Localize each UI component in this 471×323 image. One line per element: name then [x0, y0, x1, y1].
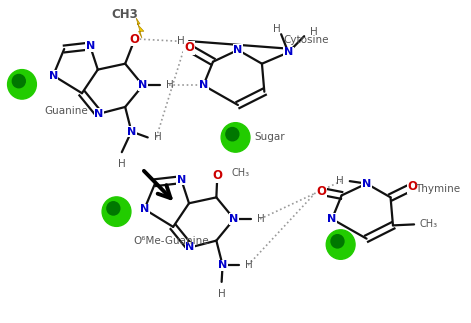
Text: Cytosine: Cytosine [284, 35, 329, 45]
Circle shape [102, 197, 131, 226]
Text: CH₃: CH₃ [420, 219, 438, 229]
Text: N: N [284, 47, 293, 57]
Text: H: H [218, 289, 226, 299]
Circle shape [226, 128, 239, 141]
Text: O: O [184, 41, 194, 55]
Text: H: H [336, 176, 344, 186]
Text: O: O [407, 180, 418, 193]
Text: H: H [166, 80, 174, 90]
Text: H: H [245, 260, 253, 270]
Text: CH3: CH3 [112, 8, 138, 21]
Circle shape [107, 202, 120, 215]
Circle shape [221, 123, 250, 152]
Text: H: H [257, 214, 265, 224]
Text: N: N [199, 80, 208, 90]
Text: N: N [327, 214, 337, 224]
Text: H: H [154, 132, 162, 142]
Text: N: N [233, 45, 243, 55]
Text: N: N [185, 243, 195, 253]
Text: O: O [317, 185, 326, 198]
Text: N: N [177, 175, 186, 185]
Circle shape [8, 70, 36, 99]
Circle shape [331, 235, 344, 248]
Text: Sugar: Sugar [255, 132, 285, 142]
Text: Guanine: Guanine [44, 106, 88, 116]
Circle shape [326, 230, 355, 259]
Text: N: N [49, 70, 58, 80]
Text: H: H [310, 27, 317, 37]
Text: N: N [127, 127, 136, 137]
Polygon shape [136, 18, 144, 38]
Text: O⁶Me-Guanine: O⁶Me-Guanine [133, 235, 209, 245]
Text: N: N [138, 80, 147, 90]
Text: N: N [229, 214, 239, 224]
Text: N: N [140, 204, 149, 214]
Text: N: N [362, 179, 371, 189]
Text: Thymine: Thymine [415, 183, 461, 193]
Text: H: H [178, 36, 185, 46]
Text: O: O [212, 169, 222, 182]
Circle shape [12, 75, 25, 88]
Text: N: N [94, 109, 104, 119]
Text: N: N [86, 41, 95, 51]
Text: N: N [218, 260, 227, 270]
Text: CH₃: CH₃ [232, 168, 250, 178]
Text: H: H [118, 159, 126, 169]
Text: H: H [274, 24, 281, 34]
Text: O: O [130, 33, 140, 46]
